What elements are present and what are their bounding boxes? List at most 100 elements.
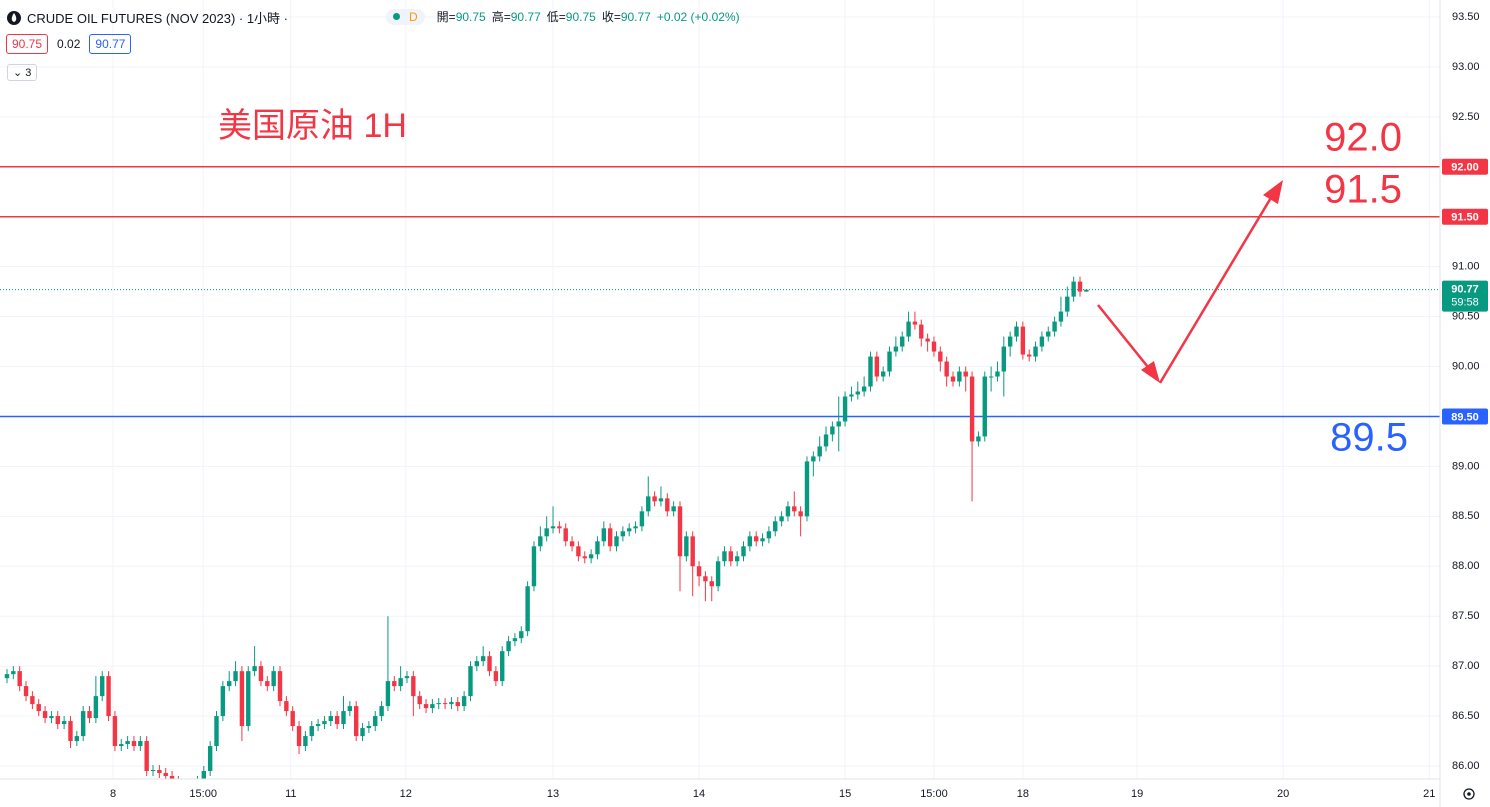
candle-body [950,376,956,382]
indicators-toggle[interactable]: ⌄ 3 [7,64,38,81]
candle-body [868,356,873,387]
candle-body [436,703,441,705]
candle-body [176,781,180,786]
sell-button[interactable]: 90.75 [6,34,49,54]
candle-body [157,770,162,774]
status-badge[interactable]: D [386,8,425,25]
x-tick-label: 14 [693,788,705,800]
candle-body [938,351,943,362]
candle-body [785,506,791,517]
candle-body [258,666,264,682]
candle-body [23,686,29,697]
candle-body [709,581,714,587]
candle-body [887,351,892,372]
x-tick-label: 21 [1423,788,1435,800]
candle-body [220,686,226,717]
y-tick-label: 91.00 [1452,261,1480,273]
candle-body [500,651,505,682]
candle-body [646,496,651,512]
candle-body [461,696,467,707]
level-label-bg [1442,408,1488,425]
candle-body [334,716,340,725]
candle-body [550,526,556,529]
candle-body [836,421,841,427]
candle-body [804,461,810,517]
y-tick-label: 90.00 [1452,360,1480,372]
candle-body [423,704,429,709]
candle-body [493,671,499,682]
buy-button[interactable]: 90.77 [89,34,132,54]
last-price-bg [1442,280,1488,312]
candle-body [747,536,753,547]
candle-body [487,656,492,672]
candle-body [131,741,137,747]
candle-body [201,771,207,779]
candle-body [442,703,448,705]
candle-body [900,336,905,347]
candle-body [112,716,118,747]
candle-body [474,661,480,667]
candle-body [68,721,73,742]
candle-body [246,671,251,727]
candle-body [722,551,727,562]
annotation: 91.5 [1324,168,1402,212]
candle-body [976,436,981,442]
candle-body [607,528,613,547]
candle-body [563,528,568,542]
candle-body [42,711,48,719]
candle-body [658,498,664,502]
x-tick-label: 15:00 [920,788,948,800]
candle-body [341,711,346,725]
ohlc-label: 高= [491,10,511,24]
candle-body [366,726,372,729]
candle-body [353,706,359,737]
chart-title: 美国原油 1H [218,107,407,145]
candle-body [893,346,899,352]
candle-body [169,776,175,779]
candle-body [849,394,854,397]
candle-body [404,676,410,679]
change: +0.02 (+0.02%) [656,9,740,24]
y-tick-label: 89.00 [1452,460,1480,472]
candle-body [1001,346,1007,372]
candle-body [842,396,848,422]
badge-text: D [409,9,418,24]
y-tick-label: 90.50 [1452,310,1480,322]
candle-body [4,674,10,679]
ohlc-label: 開= [436,10,456,24]
candle-body [595,541,600,555]
candle-body [49,716,54,719]
x-tick-label: 15 [839,788,851,800]
candle-body [195,781,199,784]
symbol-title[interactable]: CRUDE OIL FUTURES (NOV 2023) · 1小時 · [27,11,289,26]
candle-body [766,531,772,539]
x-tick-label: 12 [400,788,412,800]
candle-body [779,516,784,522]
candle-body [538,536,543,547]
y-tick-label: 86.50 [1452,710,1480,722]
candle-body [582,556,587,559]
candle-body [271,671,276,687]
candle-body [449,702,454,705]
candle-body [817,446,822,457]
candle-body [455,702,460,707]
candle-body [823,434,829,447]
candle-body [931,341,937,352]
last-price-label: 90.77 [1451,284,1479,296]
candle-body [468,666,473,697]
candle-body [531,546,537,587]
ohlc-value: 90.75 [565,10,596,24]
x-tick-label: 15:00 [189,788,217,800]
forecast-arrows [1097,180,1283,384]
grid [0,0,1440,779]
candle-body [614,536,619,547]
candle-body [569,541,575,547]
candle-body [512,638,518,642]
ohlc-value: 90.77 [510,10,541,24]
candle-body [1084,289,1089,292]
candle-body [639,511,645,527]
candle-body [227,681,232,687]
settings-icon[interactable] [1463,788,1475,800]
candle-body [741,546,746,557]
level-label-bg [1442,208,1488,225]
